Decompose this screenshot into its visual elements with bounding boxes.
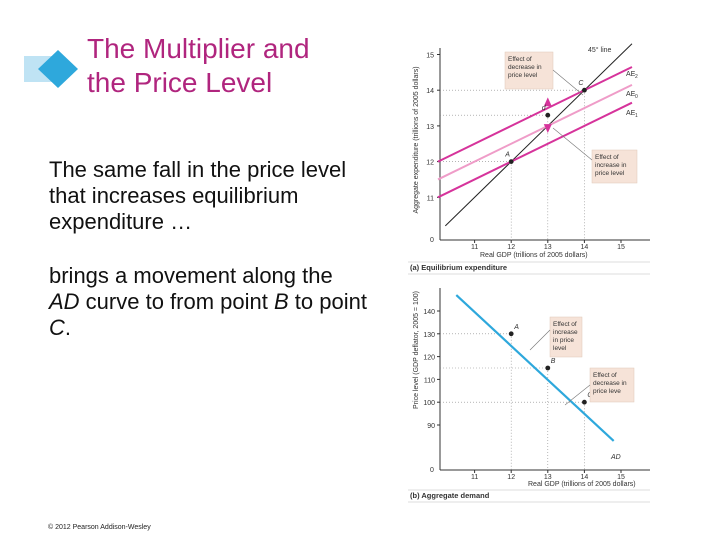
annotation-text-b: increase bbox=[553, 329, 578, 336]
x-tick-label-b: 14 bbox=[581, 474, 589, 481]
annotation-text-a: increase in bbox=[595, 162, 627, 169]
x-tick-label-a: 12 bbox=[507, 244, 515, 251]
series-line-a bbox=[437, 83, 633, 181]
annotation-box-a bbox=[504, 51, 554, 90]
y-tick-label-b: 120 bbox=[423, 355, 435, 362]
x-tick-label-a: 15 bbox=[617, 244, 625, 251]
diamond-bullet-icon bbox=[24, 50, 78, 88]
x-tick-label-b: 15 bbox=[617, 474, 625, 481]
annotation-box-b bbox=[589, 367, 635, 403]
series-line-a bbox=[444, 43, 633, 227]
y-tick-label-b: 130 bbox=[423, 332, 435, 339]
x-tick-label-b: 11 bbox=[471, 474, 478, 481]
series-label-sub-a: 2 bbox=[635, 74, 638, 80]
data-point-b bbox=[508, 331, 514, 337]
series-label-sub-a: 0 bbox=[635, 94, 638, 100]
para2-text-d: . bbox=[64, 315, 72, 340]
para2-point-b: B bbox=[273, 289, 289, 314]
caption-b: (b) Aggregate demand bbox=[410, 491, 490, 500]
paragraph-2: brings a movement along the AD curve to … bbox=[49, 263, 369, 341]
arrow-down-a bbox=[543, 124, 552, 134]
x-tick-label-a: 13 bbox=[544, 244, 552, 251]
data-point-label-a: C bbox=[578, 80, 584, 87]
para2-point-c: C bbox=[49, 315, 65, 340]
series-label-a: AE bbox=[626, 71, 636, 78]
leader-line-b bbox=[529, 329, 551, 351]
annotation-text-a: Effect of bbox=[508, 56, 532, 63]
data-point-label-a: A bbox=[504, 152, 510, 159]
leader-line-a bbox=[552, 127, 593, 161]
annotation-text-b: price leve bbox=[593, 388, 621, 395]
annotation-text-b: in price bbox=[553, 337, 574, 344]
arrow-up-a bbox=[543, 97, 552, 107]
annotation-text-a: price level bbox=[508, 72, 538, 79]
data-point-label-a: d bbox=[542, 105, 547, 112]
annotation-text-b: decrease in bbox=[593, 380, 627, 387]
data-point-b bbox=[582, 399, 587, 405]
data-point-b bbox=[545, 365, 551, 371]
annotation-box-a bbox=[591, 149, 638, 184]
x-tick-label-a: 14 bbox=[581, 244, 589, 251]
x-tick-label-b: 13 bbox=[544, 474, 552, 481]
series-line-a bbox=[437, 101, 633, 199]
data-point-a bbox=[508, 159, 514, 165]
x-tick-label-a: 11 bbox=[471, 244, 478, 251]
origin-label-a: 0 bbox=[430, 237, 434, 244]
y-tick-label-b: 110 bbox=[424, 377, 435, 384]
annotation-text-b: Effect of bbox=[553, 321, 577, 328]
y-tick-label-a: 13 bbox=[426, 124, 434, 131]
annotation-text-b: level bbox=[553, 345, 567, 352]
data-point-a bbox=[582, 87, 587, 93]
series-label-sub-a: 1 bbox=[635, 113, 638, 119]
leader-line-b bbox=[564, 384, 591, 406]
title-line-2: the Price Level bbox=[87, 67, 273, 98]
leader-line-a bbox=[552, 69, 584, 96]
slide-title: The Multiplier and the Price Level bbox=[87, 32, 387, 100]
y-tick-label-a: 14 bbox=[426, 88, 434, 95]
caption-a: (a) Equilibrium expenditure bbox=[410, 263, 507, 272]
y-tick-label-b: 140 bbox=[423, 309, 435, 316]
data-point-label-b: A bbox=[513, 324, 519, 331]
copyright-footer: © 2012 Pearson Addison-Wesley bbox=[48, 524, 151, 531]
annotation-text-a: Effect of bbox=[595, 154, 619, 161]
x-tick-label-b: 12 bbox=[507, 474, 515, 481]
paragraph-1: The same fall in the price level that in… bbox=[49, 157, 347, 234]
annotation-text-a: price level bbox=[595, 170, 625, 177]
para2-text-b: curve to from point bbox=[79, 289, 274, 314]
x-axis-label-a: Real GDP (trillions of 2005 dollars) bbox=[480, 252, 588, 259]
y-tick-label-a: 11 bbox=[427, 195, 434, 202]
data-point-a bbox=[545, 112, 551, 118]
series-label-a: AE bbox=[626, 110, 636, 117]
y-tick-label-a: 12 bbox=[426, 160, 434, 167]
series-label-b: AD bbox=[610, 454, 621, 461]
series-line-b bbox=[455, 294, 615, 442]
para2-text-c: to point bbox=[288, 289, 367, 314]
y-axis-label-a: Aggregate expenditure (trillions of 2005… bbox=[413, 66, 420, 213]
annotation-text-a: decrease in bbox=[508, 64, 542, 71]
y-tick-label-b: 90 bbox=[427, 423, 435, 430]
y-tick-label-b: 100 bbox=[423, 400, 435, 407]
y-axis-label-b: Price level (GDP deflator, 2005 = 100) bbox=[413, 291, 420, 409]
para2-ad: AD bbox=[49, 289, 80, 314]
x-axis-label-b: Real GDP (trillions of 2005 dollars) bbox=[528, 481, 636, 488]
para2-text-a: brings a movement along the bbox=[49, 263, 333, 288]
data-point-label-b: B bbox=[551, 358, 556, 365]
series-label-a: 45° line bbox=[588, 46, 612, 54]
series-label-a: AE bbox=[626, 91, 636, 98]
series-line-a bbox=[437, 66, 633, 163]
y-tick-label-a: 15 bbox=[426, 53, 434, 60]
title-line-1: The Multiplier and bbox=[87, 33, 310, 64]
annotation-box-b bbox=[549, 316, 583, 358]
origin-label-b: 0 bbox=[430, 467, 434, 474]
annotation-text-b: Effect of bbox=[593, 372, 617, 379]
